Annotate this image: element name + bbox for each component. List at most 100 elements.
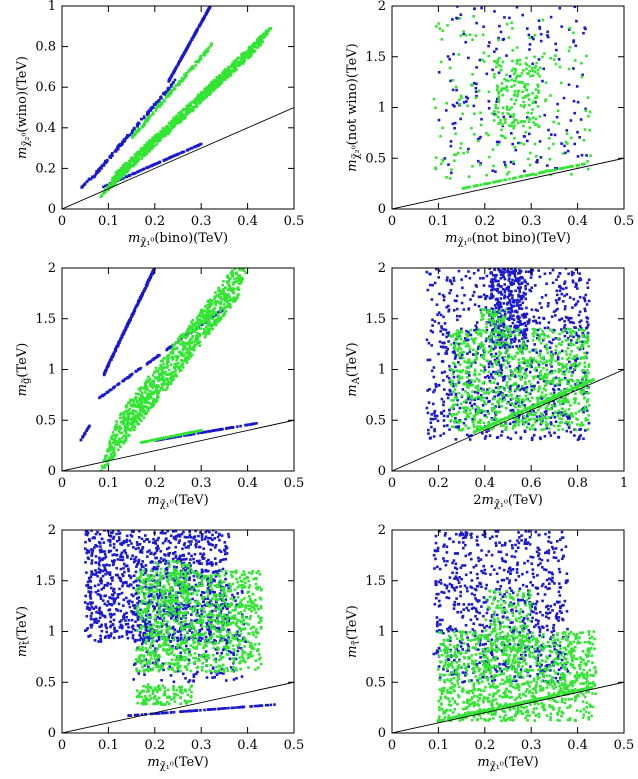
point-blue [443, 424, 446, 428]
point-blue [150, 358, 154, 362]
point-blue [557, 411, 560, 415]
point-blue [454, 438, 458, 441]
point-blue [537, 316, 541, 320]
point-blue [236, 425, 239, 428]
point-blue [497, 300, 500, 303]
point-blue [558, 289, 562, 293]
point-green [251, 251, 254, 254]
point-blue [151, 271, 154, 274]
point-blue [493, 10, 496, 13]
point-green [165, 127, 168, 130]
point-green [128, 401, 131, 404]
point-green [189, 102, 192, 105]
point-blue [462, 101, 466, 104]
point-green [512, 127, 515, 130]
point-green [233, 63, 237, 67]
point-green [146, 394, 149, 398]
point-green [262, 32, 265, 35]
point-blue [565, 331, 569, 334]
point-blue [553, 133, 557, 137]
point-green [473, 112, 476, 115]
point-green [155, 135, 158, 139]
point-blue [481, 404, 485, 407]
point-blue [479, 387, 483, 390]
point-green [140, 414, 144, 417]
point-green [158, 104, 161, 107]
point-green [208, 88, 212, 92]
point-blue [505, 394, 508, 397]
point-green [170, 379, 173, 383]
point-green [119, 169, 122, 172]
point-green [195, 342, 199, 346]
point-green [156, 395, 159, 398]
point-green [214, 311, 218, 314]
point-green [251, 245, 254, 248]
point-green [245, 50, 248, 53]
point-blue [484, 376, 487, 379]
point-green [161, 371, 165, 375]
point-blue [121, 177, 125, 180]
point-blue [467, 147, 470, 151]
point-green [523, 83, 527, 86]
point-blue [496, 320, 499, 323]
point-blue [500, 430, 504, 433]
point-blue [245, 423, 249, 427]
point-green [176, 341, 180, 345]
point-green [164, 96, 168, 99]
point-blue [531, 348, 534, 352]
point-blue [497, 315, 500, 319]
point-green [565, 132, 569, 135]
point-blue [521, 301, 525, 305]
point-blue [572, 39, 576, 42]
point-blue [113, 150, 117, 153]
point-blue [523, 330, 526, 333]
point-green [472, 185, 476, 188]
point-green [168, 130, 171, 134]
point-blue [221, 427, 224, 431]
point-blue [493, 418, 496, 421]
point-green [238, 260, 241, 263]
point-green [236, 295, 239, 298]
point-green [113, 175, 116, 178]
point-green [203, 89, 206, 92]
point-blue [517, 384, 520, 388]
point-blue [537, 19, 541, 22]
point-blue [106, 183, 109, 187]
point-blue [465, 95, 468, 99]
point-blue [533, 343, 536, 346]
point-green [245, 261, 248, 264]
point-green [212, 310, 216, 313]
point-blue [503, 387, 506, 390]
point-green [132, 416, 136, 419]
point-blue [514, 431, 518, 434]
point-blue [115, 345, 119, 348]
point-green [266, 31, 269, 34]
point-green [153, 139, 157, 143]
point-blue [100, 394, 104, 398]
point-blue [449, 390, 452, 393]
point-green [180, 433, 184, 436]
point-blue [492, 274, 495, 277]
point-green [586, 160, 589, 163]
point-green [581, 163, 584, 166]
point-green [470, 126, 473, 130]
point-green [139, 386, 142, 389]
point-blue [204, 430, 207, 434]
point-blue [541, 419, 544, 423]
point-green [233, 70, 236, 73]
point-blue [99, 395, 102, 399]
point-green [166, 94, 169, 97]
point-green [504, 165, 508, 169]
point-blue [581, 73, 584, 77]
point-green [170, 363, 173, 367]
point-blue [572, 40, 575, 44]
point-blue [445, 331, 449, 335]
point-blue [511, 408, 515, 412]
x-tick-label: 0 [388, 214, 396, 229]
point-blue [129, 317, 132, 321]
point-blue [474, 90, 478, 93]
point-blue [526, 139, 529, 143]
point-blue [128, 319, 131, 323]
point-green [105, 463, 109, 466]
point-blue [140, 117, 143, 121]
